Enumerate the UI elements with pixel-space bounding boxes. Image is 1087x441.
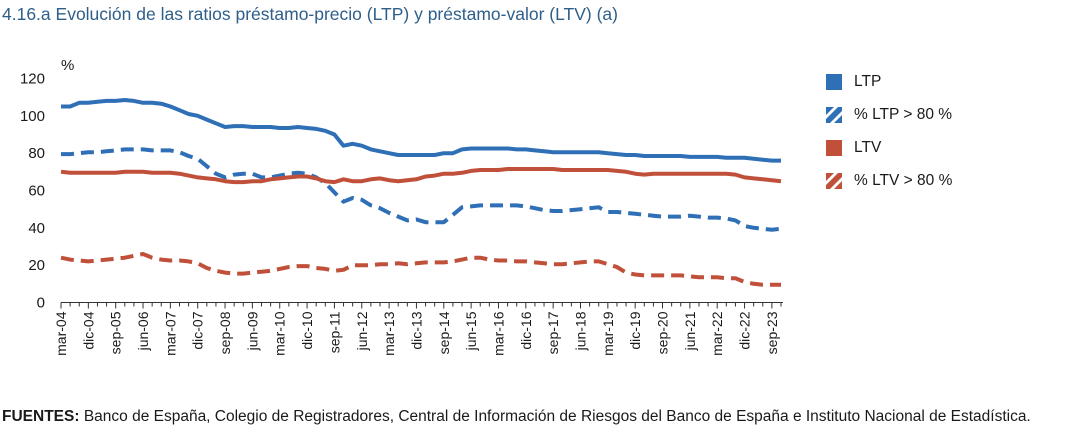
legend-label-ltp-over-80: % LTP > 80 %	[854, 106, 953, 123]
x-tick-label: mar-07	[162, 311, 178, 356]
x-tick-label: sep-05	[108, 311, 124, 354]
legend-label-ltp: LTP	[854, 73, 882, 90]
x-tick-label: mar-16	[490, 311, 506, 356]
x-tick-label: sep-20	[655, 311, 671, 354]
series-line-ltv-over-80	[60, 252, 781, 287]
y-tick-label: 20	[28, 257, 45, 274]
series-line-ltp-over-80	[61, 147, 782, 232]
x-tick-label: jun-09	[244, 311, 260, 351]
legend-item-ltp-over-80: % LTP > 80 %	[826, 104, 952, 126]
x-tick-label: jun-15	[463, 311, 479, 351]
y-axis-ticks: 0 20 40 60 80 100 120	[20, 71, 45, 312]
x-tick-label: dic-19	[627, 311, 643, 349]
y-tick-label: 100	[20, 108, 45, 125]
source-text: Banco de España, Colegio de Registradore…	[83, 408, 1031, 425]
legend-label-ltv-over-80: % LTV > 80 %	[854, 172, 953, 189]
series-lines	[60, 98, 782, 287]
x-tick-label: mar-04	[53, 311, 69, 356]
x-tick-label: sep-14	[436, 311, 452, 354]
x-tick-label: jun-18	[572, 311, 588, 351]
source-note: FUENTES: Banco de España, Colegio de Reg…	[2, 408, 1031, 426]
x-tick-label: dic-16	[518, 311, 534, 349]
x-tick-label: mar-10	[272, 311, 288, 356]
x-tick-label: mar-19	[600, 311, 616, 356]
x-tick-label: mar-22	[709, 311, 725, 356]
x-tick-label: dic-07	[190, 311, 206, 349]
x-tick-label: jun-12	[354, 311, 370, 351]
y-tick-label: 80	[28, 145, 45, 162]
legend-swatch-ltp	[826, 74, 842, 90]
x-tick-label: jun-06	[135, 311, 151, 351]
x-tick-label: sep-23	[764, 311, 780, 354]
x-tick-label: sep-11	[326, 311, 342, 353]
x-tick-label: mar-13	[381, 311, 397, 356]
y-tick-label: 40	[28, 220, 45, 237]
x-tick-label: dic-04	[80, 311, 96, 349]
legend-label-ltv: LTV	[854, 139, 882, 156]
legend-swatch-ltp-over-80	[826, 107, 842, 123]
x-axis-ticks: mar-04 dic-04 sep-05 jun-06 mar-07 dic-07 sep-…	[53, 302, 782, 356]
x-tick-label: dic-22	[737, 311, 753, 349]
source-label: FUENTES:	[2, 408, 80, 425]
series-line-ltp	[61, 98, 781, 163]
legend-item-ltv: LTV	[826, 137, 881, 159]
legend-swatch-ltv-over-80	[826, 173, 842, 189]
y-tick-label: 120	[20, 71, 45, 88]
legend-swatch-ltv	[826, 140, 842, 156]
series-line-ltv	[60, 167, 782, 185]
legend-item-ltp: LTP	[826, 71, 881, 93]
legend-item-ltv-over-80: % LTV > 80 %	[826, 170, 952, 192]
x-tick-label: sep-08	[217, 311, 233, 354]
y-unit-label: %	[61, 57, 74, 74]
x-tick-label: dic-10	[299, 311, 315, 349]
y-tick-label: 60	[28, 183, 45, 200]
x-tick-label: jun-21	[682, 311, 698, 351]
x-tick-label: dic-13	[408, 311, 424, 349]
y-tick-label: 0	[37, 295, 45, 312]
x-tick-label: sep-17	[545, 311, 561, 354]
chart-title: 4.16.a Evolución de las ratios préstamo-…	[2, 4, 618, 24]
